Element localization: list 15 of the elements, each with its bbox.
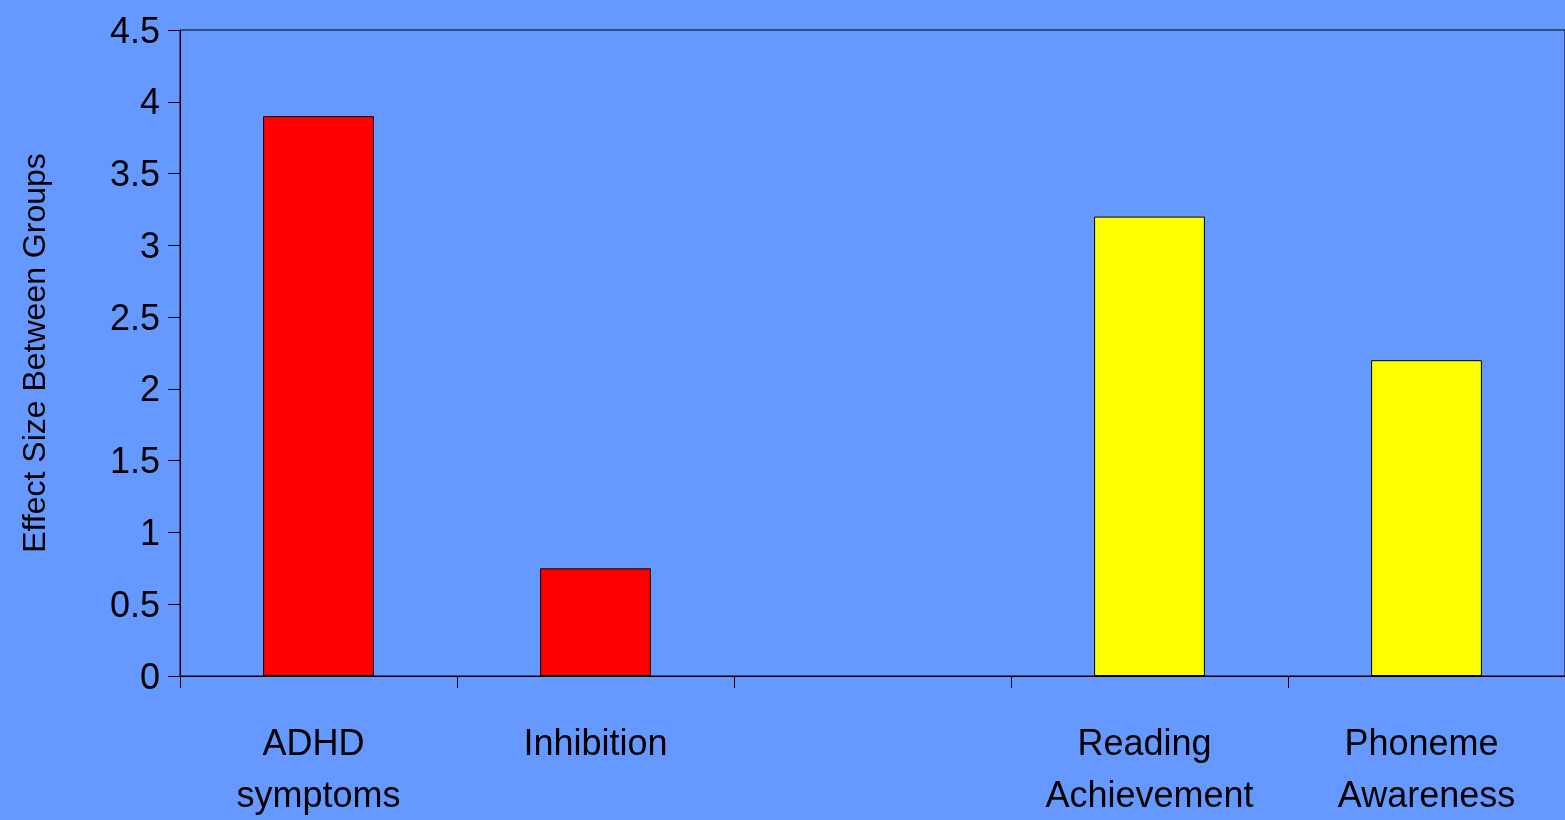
y-axis-title: Effect Size Between Groups (16, 153, 52, 553)
x-tick-label: Phoneme Awareness (1337, 721, 1516, 815)
y-tick-label: 3.5 (109, 153, 160, 195)
y-tick-label: 0 (139, 655, 160, 697)
y-tick-label: 1 (139, 511, 160, 553)
y-tick-label: 3 (139, 224, 160, 266)
y-tick-label: 4.5 (109, 9, 160, 51)
x-tick-label: Inhibition (523, 721, 668, 763)
y-tick-label: 4 (139, 81, 160, 123)
x-tick-label: Reading Achievement (1045, 721, 1254, 815)
y-tick-label: 0.5 (109, 583, 160, 625)
y-tick-label: 2.5 (109, 296, 160, 338)
y-tick-label: 1.5 (109, 440, 160, 482)
x-tick-label: ADHD symptoms (236, 721, 401, 815)
y-tick-label: 2 (139, 368, 160, 410)
